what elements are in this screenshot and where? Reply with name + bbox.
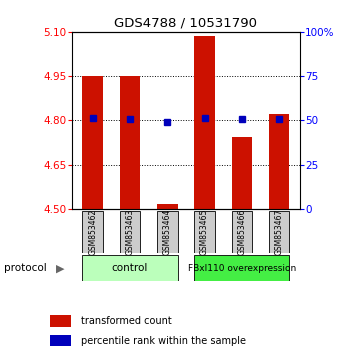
Text: GSM853462: GSM853462 xyxy=(88,209,97,255)
Text: FBxl110 overexpression: FBxl110 overexpression xyxy=(188,264,296,273)
Text: transformed count: transformed count xyxy=(81,316,171,326)
Bar xyxy=(269,211,290,253)
Text: percentile rank within the sample: percentile rank within the sample xyxy=(81,336,245,346)
Text: protocol: protocol xyxy=(4,263,46,273)
Bar xyxy=(120,75,140,209)
Text: GSM853465: GSM853465 xyxy=(200,209,209,255)
Bar xyxy=(82,211,103,253)
Bar xyxy=(269,114,290,209)
Bar xyxy=(49,315,71,327)
Text: GSM853464: GSM853464 xyxy=(163,209,172,255)
Bar xyxy=(49,335,71,346)
Bar xyxy=(157,204,178,209)
Bar xyxy=(194,255,290,281)
Text: ▶: ▶ xyxy=(56,263,65,273)
Title: GDS4788 / 10531790: GDS4788 / 10531790 xyxy=(114,16,257,29)
Bar xyxy=(194,211,215,253)
Bar xyxy=(120,211,140,253)
Text: control: control xyxy=(112,263,148,273)
Bar xyxy=(194,36,215,209)
Text: GSM853466: GSM853466 xyxy=(237,209,246,255)
Text: GSM853463: GSM853463 xyxy=(126,209,135,255)
Bar xyxy=(82,75,103,209)
Bar xyxy=(82,255,178,281)
Bar xyxy=(232,211,252,253)
Text: GSM853467: GSM853467 xyxy=(275,209,284,255)
Bar xyxy=(232,137,252,209)
Bar xyxy=(157,211,178,253)
